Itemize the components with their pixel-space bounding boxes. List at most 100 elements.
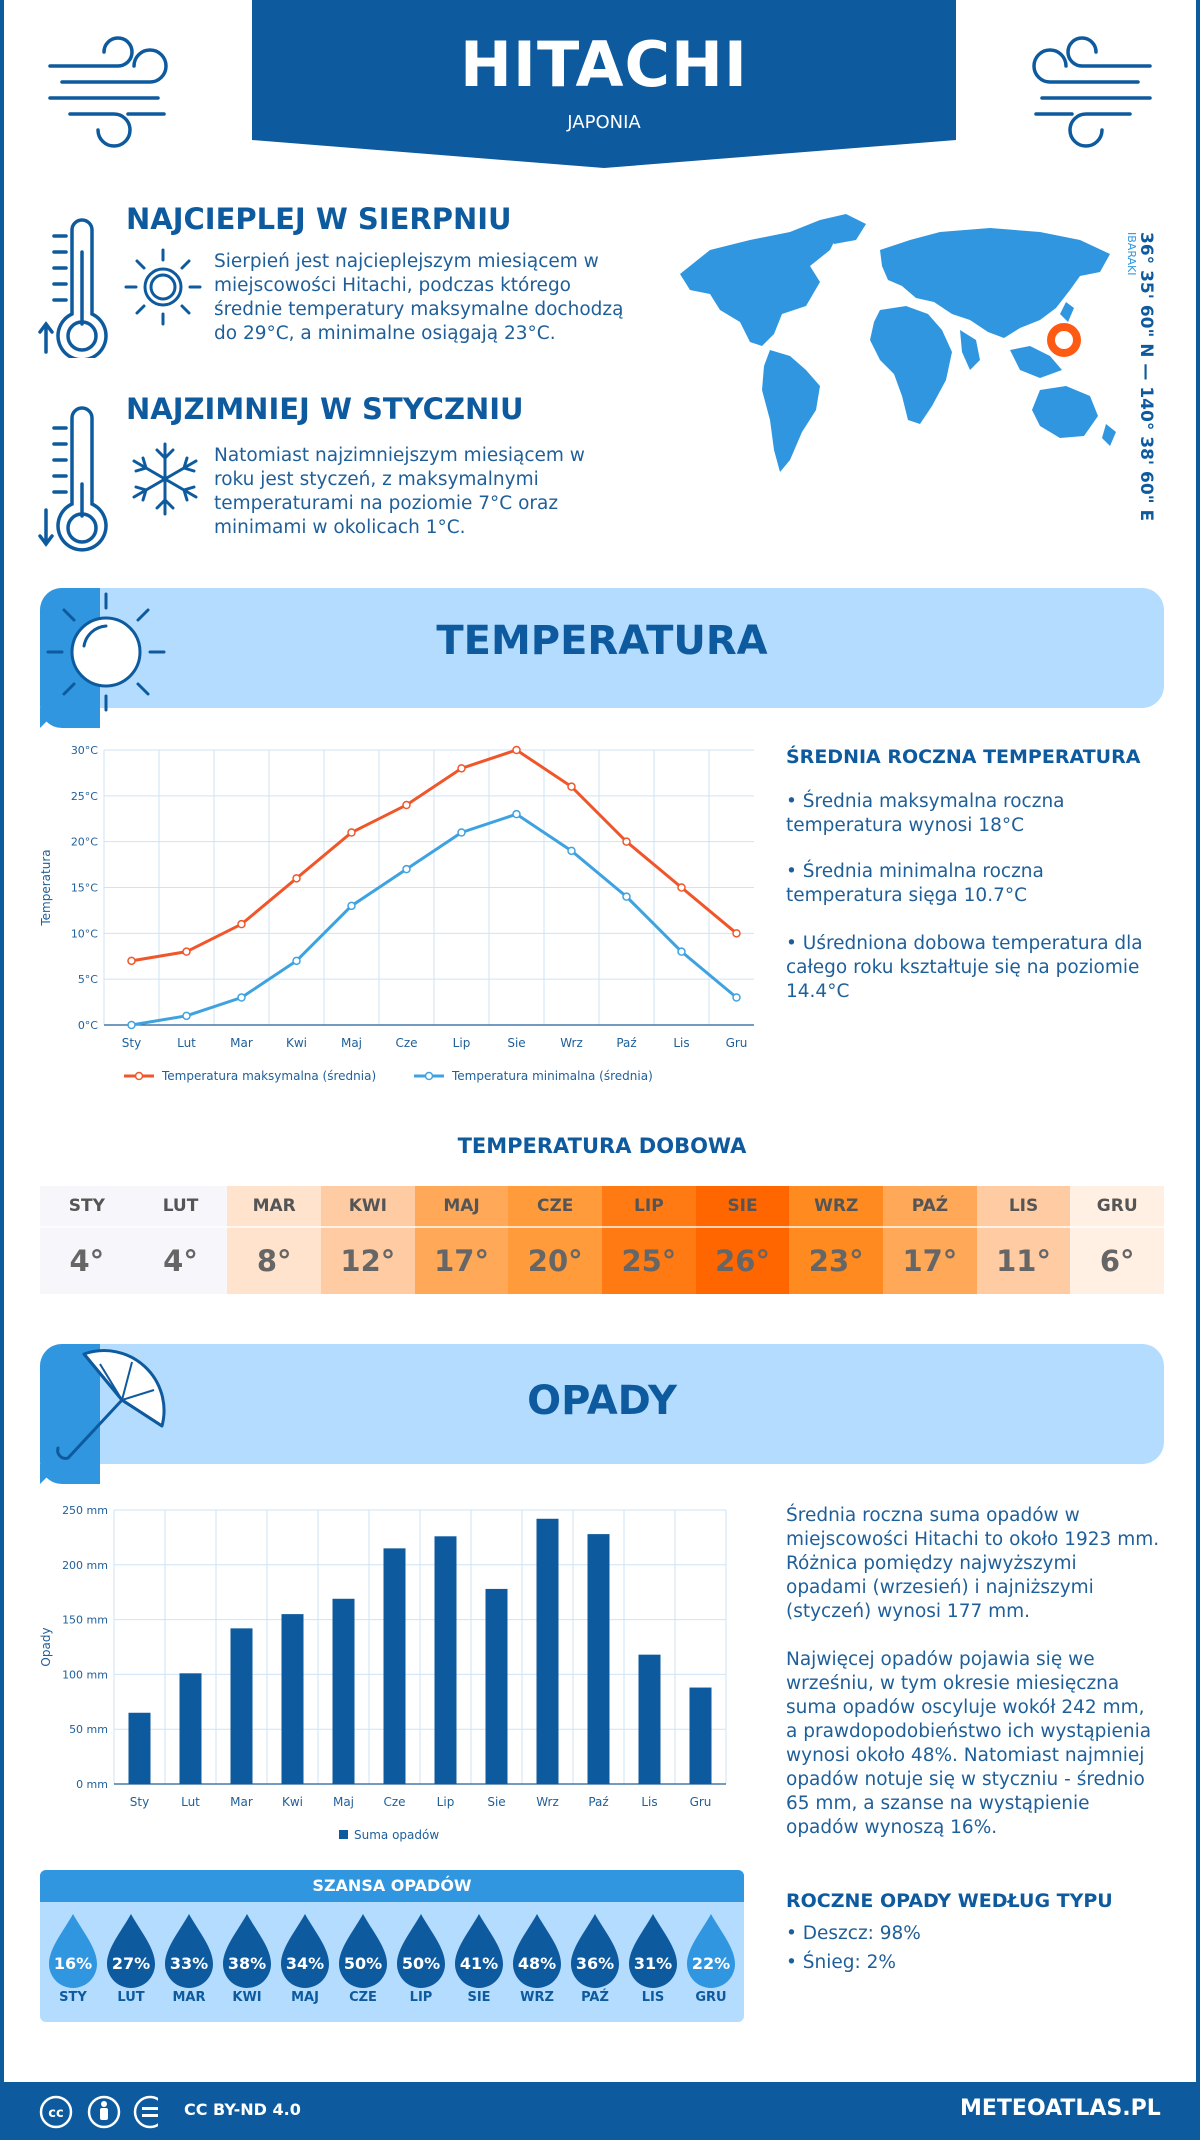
temperature-title: TEMPERATURA <box>436 618 768 664</box>
data-point <box>182 1011 191 1021</box>
precipitation-bar <box>434 1536 457 1784</box>
y-tick-label: 0 mm <box>76 1778 108 1791</box>
x-tick-label: Wrz <box>536 1795 559 1809</box>
daily-month-label: LIS <box>1008 1196 1039 1216</box>
chance-month-label: WRZ <box>520 1990 554 2005</box>
x-tick-label: Lut <box>177 1036 196 1050</box>
x-tick-label: Lip <box>453 1036 471 1050</box>
precipitation-chance-item: 41% SIE <box>450 1902 508 2005</box>
daily-temperature-value: 4° <box>133 1226 228 1294</box>
raindrop-icon: 50% <box>397 1914 445 1988</box>
daily-temperature-title: TEMPERATURA DOBOWA <box>457 1134 747 1158</box>
raindrop-shape <box>339 1914 387 1988</box>
precipitation-chance-item: 22% GRU <box>682 1902 740 2005</box>
daily-temperature-value: 8° <box>227 1226 322 1294</box>
chance-month-label: PAŹ <box>581 1990 609 2005</box>
warmest-title: NAJCIEPLEJ W SIERPNIU <box>126 202 512 236</box>
precipitation-chance-row: 16% STY 27% LUT 33% MAR 38% KWI 34% MAJ 50% CZE 50% L… <box>40 1902 744 2005</box>
raindrop-icon: 31% <box>629 1914 677 1988</box>
daily-month-label: STY <box>68 1196 105 1216</box>
raindrop-shape <box>397 1914 445 1988</box>
daily-temperature-cell: MAJ 17° <box>414 1186 509 1294</box>
data-point <box>512 809 521 819</box>
daily-temperature-cell: CZE 20° <box>508 1186 603 1294</box>
data-point <box>567 782 576 791</box>
precip-type-snow: • Śnieg: 2% <box>786 1952 896 1973</box>
precipitation-chance-item: 31% LIS <box>624 1902 682 2005</box>
y-tick-label: 15°C <box>71 882 98 895</box>
legend-label: Suma opadów <box>354 1828 439 1842</box>
cc-icons: cc <box>39 2095 167 2129</box>
precipitation-bar <box>587 1534 610 1784</box>
y-tick-label: 10°C <box>71 927 98 940</box>
data-point <box>732 929 741 938</box>
legend-label: Temperatura maksymalna (średnia) <box>161 1069 376 1083</box>
data-point <box>237 993 246 1002</box>
chance-value: 41% <box>460 1954 498 1973</box>
precipitation-bar <box>179 1673 202 1784</box>
y-tick-label: 200 mm <box>62 1559 108 1572</box>
x-tick-label: Lis <box>673 1036 689 1050</box>
x-tick-label: Maj <box>341 1036 362 1050</box>
daily-month-label: SIE <box>727 1196 758 1216</box>
precipitation-chance-item: 48% WRZ <box>508 1902 566 2005</box>
temperature-bullet: • Średnia maksymalna roczna temperatura … <box>786 791 1065 836</box>
x-tick-label: Sty <box>122 1036 141 1050</box>
legend-label: Temperatura minimalna (średnia) <box>451 1069 653 1083</box>
precipitation-chance-item: 38% KWI <box>218 1902 276 2005</box>
raindrop-icon: 34% <box>281 1914 329 1988</box>
chance-month-label: STY <box>59 1990 87 2005</box>
precipitation-bar <box>689 1687 712 1784</box>
chance-month-label: LUT <box>117 1990 145 2005</box>
temperature-band <box>40 588 1164 708</box>
page: HITACHI JAPONIA <box>4 0 1196 2082</box>
sun-icon <box>46 592 166 712</box>
data-point <box>402 800 411 810</box>
daily-temperature-cell: WRZ 23° <box>789 1186 884 1294</box>
coldest-title: NAJZIMNIEJ W STYCZNIU <box>126 392 524 426</box>
country-subtitle: JAPONIA <box>567 112 641 133</box>
y-axis-label: Opady <box>39 1627 53 1666</box>
chance-month-label: CZE <box>349 1990 377 2005</box>
daily-temperature-cell: SIE 26° <box>695 1186 790 1294</box>
precipitation-band-accent <box>40 1344 100 1484</box>
chance-value: 16% <box>54 1954 92 1973</box>
precipitation-chance-item: 27% LUT <box>102 1902 160 2005</box>
region-label: IBARAKI <box>1125 232 1138 276</box>
precipitation-chance-title: SZANSA OPADÓW <box>40 1870 744 1902</box>
raindrop-icon: 41% <box>455 1914 503 1988</box>
daily-month-label: LIP <box>634 1196 664 1216</box>
data-point <box>457 764 466 773</box>
raindrop-icon: 16% <box>49 1914 97 1988</box>
chance-value: 36% <box>576 1954 614 1973</box>
site-link[interactable]: METEOATLAS.PL <box>960 2096 1161 2121</box>
svg-text:cc: cc <box>48 2106 63 2121</box>
precipitation-bar <box>332 1598 355 1784</box>
raindrop-icon: 36% <box>571 1914 619 1988</box>
y-tick-label: 20°C <box>71 836 98 849</box>
snowflake-icon <box>132 442 198 516</box>
temperature-bullet: • Średnia minimalna roczna temperatura s… <box>786 861 1044 906</box>
chance-month-label: MAR <box>172 1990 206 2005</box>
data-point <box>622 837 631 846</box>
y-tick-label: 0°C <box>78 1019 98 1032</box>
umbrella-icon <box>56 1349 166 1460</box>
daily-temperature-cell: LIS 11° <box>976 1186 1071 1294</box>
daily-temperature-value: 25° <box>602 1226 696 1294</box>
max-temperature-line <box>131 748 738 963</box>
raindrop-icon: 22% <box>687 1914 735 1988</box>
precipitation-bar <box>281 1614 304 1784</box>
x-tick-label: Cze <box>395 1036 417 1050</box>
precipitation-chance-item: 16% STY <box>44 1902 102 2005</box>
x-tick-label: Cze <box>383 1795 405 1809</box>
legend-marker <box>339 1830 348 1839</box>
header-band <box>252 0 956 140</box>
precipitation-chance-item: 33% MAR <box>160 1902 218 2005</box>
precipitation-chart: 0 mm 50 mm 100 mm 150 mm 200 mm 250 mm Sty Lut M… <box>39 1504 727 1842</box>
y-tick-label: 50 mm <box>69 1723 108 1736</box>
daily-temperature-value: 4° <box>40 1226 134 1294</box>
precipitation-bar <box>230 1628 253 1784</box>
data-point <box>292 956 301 966</box>
raindrop-shape <box>223 1914 271 1988</box>
x-tick-label: Kwi <box>286 1036 307 1050</box>
